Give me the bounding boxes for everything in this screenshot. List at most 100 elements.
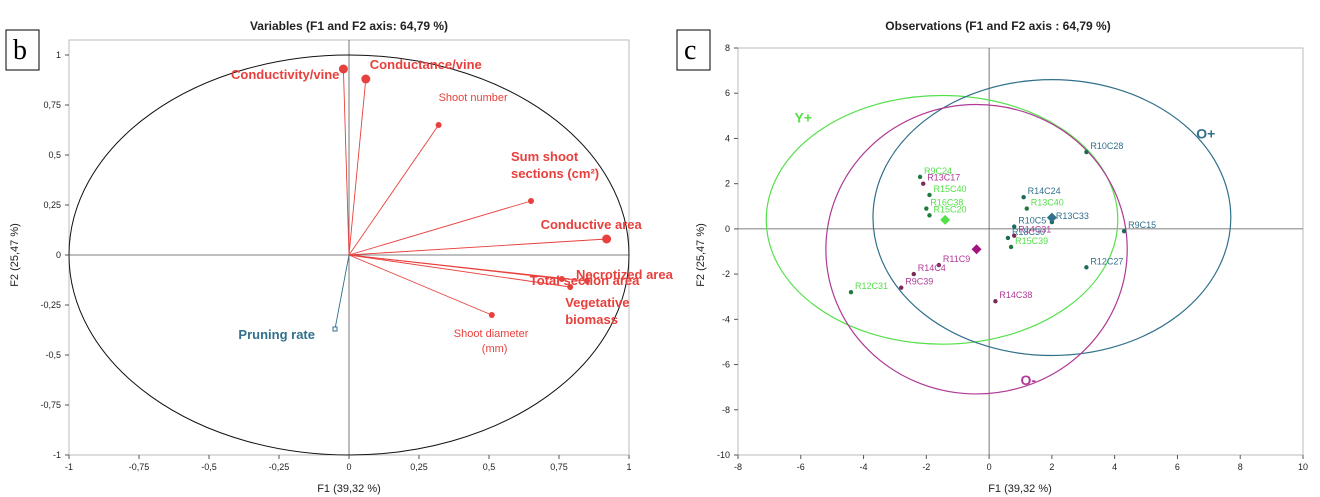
chart-c-point-marker <box>1084 149 1089 155</box>
chart-c-point-label: R14C38 <box>999 290 1032 300</box>
chart-b-point-label-line: biomass <box>565 312 618 327</box>
chart-b-point-marker <box>567 284 574 290</box>
chart-c-group-label: O+ <box>1196 125 1215 141</box>
chart-c-x-tick-label: 0 <box>987 462 992 472</box>
chart-b-point-marker <box>584 278 590 284</box>
chart-b-y-tick-label: -0,5 <box>45 350 61 360</box>
chart-b-point-marker <box>338 64 348 74</box>
chart-c-y-tick-label: -10 <box>717 450 730 460</box>
chart-b-point-label: Shoot number <box>439 92 508 104</box>
chart-c-point-marker <box>1005 235 1011 241</box>
chart-b-vector-line <box>334 254 350 330</box>
chart-b-layer: -1 -0,75 -0,5 -0,25 0 0,25 0,5 0,75 1 1 0,75 0,5 0,2… <box>40 40 674 472</box>
chart-c-point-label: R9C24 <box>924 166 952 176</box>
chart-c-y-tick-label: 6 <box>725 88 730 98</box>
chart-c-point-marker <box>1021 195 1026 200</box>
chart-b-point-label-line: Conductivity/vine <box>231 67 339 82</box>
chart-c-centroid-marker <box>971 244 982 255</box>
chart-b-point-label: Pruning rate <box>238 327 315 342</box>
chart-b-y-tick-label: 1 <box>56 50 61 60</box>
chart-b-vector-line <box>348 254 492 316</box>
chart-b-vector-line <box>342 68 350 256</box>
chart-b-point-label: Necrotized area <box>576 267 674 282</box>
chart-c-point-label: R15C39 <box>1015 236 1048 246</box>
chart-c-point-marker <box>1012 233 1017 238</box>
chart-b-point-marker <box>332 326 338 332</box>
chart-c-point-label: R13C40 <box>1031 198 1064 208</box>
chart-b-point-marker <box>602 234 612 244</box>
chart-b-point-label-line: sections (cm²) <box>511 166 599 181</box>
chart-c-group-ellipse <box>872 79 1232 357</box>
panel-b-box <box>5 29 40 71</box>
chart-b-point-label-line: Vegetative <box>565 295 629 310</box>
chart-c-point-marker <box>1012 224 1017 229</box>
chart-b-y-tick-label: -0,25 <box>40 300 61 310</box>
chart-c-point-marker <box>848 290 854 295</box>
chart-c-x-tick-label: -8 <box>734 462 742 472</box>
chart-c-frame <box>737 47 1304 456</box>
chart-c-y-tick-label: 2 <box>725 179 730 189</box>
chart-b-point-marker <box>558 276 565 282</box>
chart-c-x-tick-label: 4 <box>1112 462 1117 472</box>
chart-b-point-label: Sum shoot sections (cm²) <box>511 149 599 181</box>
chart-c-point-label: R13C33 <box>1056 211 1089 221</box>
chart-c-y-tick-label: -4 <box>722 314 730 324</box>
chart-c-x-tick-label: 6 <box>1175 462 1180 472</box>
chart-b-point-marker <box>528 198 534 204</box>
chart-b-title: Variables (F1 and F2 axis: 64,79 %) <box>250 19 448 33</box>
chart-c-point-label: R14C4 <box>918 263 946 273</box>
panel-c-box <box>676 29 711 71</box>
chart-c-title: Observations (F1 and F2 axis : 64,79 %) <box>885 19 1110 33</box>
chart-b-vector-line <box>348 238 607 256</box>
chart-b-vector-line <box>348 254 571 288</box>
chart-c-point-marker <box>920 181 926 186</box>
chart-c-point-label: R11C9 <box>943 254 970 264</box>
chart-c-point-marker <box>924 206 929 211</box>
chart-b-ylabel: F2 (25,47 %) <box>9 223 21 287</box>
chart-c-point-label: R14C31 <box>1018 225 1051 235</box>
chart-b-point-label: Conductivity/vine <box>231 67 339 82</box>
chart-c-point-label: R9C15 <box>1128 220 1156 230</box>
chart-c-point-label: R12C31 <box>855 281 888 291</box>
chart-c-point-label: R15C40 <box>933 184 966 194</box>
chart-c-y-tick-label: 0 <box>725 224 730 234</box>
chart-c-point-marker <box>927 213 932 218</box>
chart-c-x-tick-label: 2 <box>1049 462 1054 472</box>
chart-c-x-tick-label: 8 <box>1238 462 1243 472</box>
chart-b-y-tick-label: 0,5 <box>48 150 61 160</box>
chart-b-point-label-line: Sum shoot <box>511 149 579 164</box>
chart-b-vector-line <box>348 78 367 256</box>
chart-c-point-marker <box>927 192 932 198</box>
chart-b-point-marker <box>435 122 442 128</box>
chart-c-point-marker <box>1084 265 1089 270</box>
chart-c-point-label: R10C5 <box>1018 216 1046 226</box>
chart-c-point-marker <box>993 299 998 304</box>
chart-c-ylabel: F2 (25,47 %) <box>695 223 707 287</box>
chart-b-x-tick-label: 0,25 <box>410 462 428 472</box>
chart-c-xlabel: F1 (39,32 %) <box>988 483 1052 495</box>
chart-c-group-label: O- <box>1021 372 1037 388</box>
chart-c-point-label: R10C28 <box>1090 141 1123 151</box>
chart-c-point-marker <box>899 285 904 290</box>
chart-b-x-tick-label: -0,5 <box>201 462 217 472</box>
chart-b-y-tick-label: 0 <box>56 250 61 260</box>
chart-c-point-marker <box>917 174 923 180</box>
chart-c-layer: -8 -6 -4 -2 0 2 4 6 8 10 8 6 4 2 0 -2 -4 -6 -8 -10 Y+ O+ O- R9C… <box>717 43 1308 472</box>
chart-b-x-tick-label: 0,5 <box>483 462 496 472</box>
chart-b-point-label-line: Conductance/vine <box>370 57 482 72</box>
chart-c-y-tick-label: 4 <box>725 133 730 143</box>
chart-c-y-tick-label: 8 <box>725 43 730 53</box>
chart-b-y-tick-label: -0,75 <box>40 400 61 410</box>
chart-c-point-label: R13C17 <box>927 173 960 183</box>
chart-b-y-tick-label: -1 <box>53 450 61 460</box>
chart-b-y-tick-label: 0,75 <box>43 100 61 110</box>
chart-b-point-label-line: Conductive area <box>541 217 643 232</box>
chart-b-x-tick-label: -1 <box>65 462 73 472</box>
chart-c-y-tick-label: -8 <box>722 405 730 415</box>
chart-c-x-tick-label: -2 <box>922 462 930 472</box>
chart-c-group-ellipse <box>825 103 1128 395</box>
chart-b-vector-line <box>348 254 588 282</box>
chart-b-point-label-line: Pruning rate <box>238 327 315 342</box>
chart-b-point-label-line: Shoot number <box>439 92 508 104</box>
